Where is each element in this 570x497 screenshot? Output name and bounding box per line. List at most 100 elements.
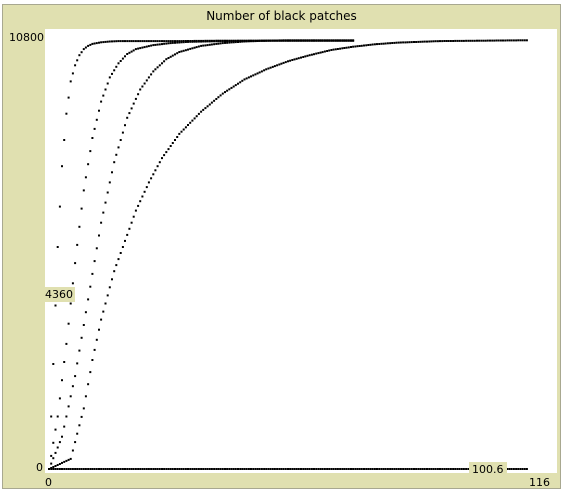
- data-point-s3: [447, 40, 450, 42]
- data-point-s3: [184, 126, 187, 129]
- data-point-s3: [317, 52, 320, 55]
- data-point-s1: [89, 150, 92, 153]
- data-point-s4: [226, 468, 229, 470]
- data-point-s3: [504, 39, 507, 42]
- data-point-s3: [350, 46, 352, 48]
- data-point-s3: [523, 39, 526, 42]
- data-point-s2: [206, 44, 209, 47]
- data-point-s2: [328, 39, 331, 42]
- data-point-s2: [278, 39, 281, 42]
- data-point-s3: [360, 44, 363, 47]
- data-point-s4: [269, 468, 272, 470]
- data-point-s1: [165, 42, 168, 45]
- data-point-s0: [134, 40, 137, 43]
- data-point-s3: [413, 41, 415, 43]
- data-point-s2: [91, 272, 94, 275]
- data-point-s3: [213, 99, 216, 102]
- data-point-s2: [310, 39, 313, 42]
- data-point-s2: [241, 40, 244, 43]
- data-point-s4: [449, 468, 452, 470]
- data-point-s1: [184, 41, 187, 43]
- data-point-s3: [98, 328, 100, 331]
- data-point-s3: [473, 39, 476, 42]
- data-point-s3: [454, 39, 457, 42]
- data-point-s1: [134, 48, 137, 51]
- data-point-s3: [147, 181, 150, 184]
- data-point-s4: [154, 468, 157, 470]
- data-point-s2: [232, 41, 235, 44]
- data-point-s2: [184, 49, 187, 52]
- data-point-s3: [71, 449, 74, 452]
- data-point-s4: [61, 468, 63, 470]
- data-point-s2: [347, 39, 350, 42]
- data-point-s4: [278, 468, 281, 470]
- data-point-s3: [250, 75, 252, 78]
- data-point-s3: [174, 139, 176, 141]
- data-point-s2: [52, 457, 55, 460]
- data-point-s0: [78, 54, 81, 57]
- data-point-s1: [213, 40, 216, 43]
- y-value-readout: 4360: [43, 287, 75, 302]
- chart-title: Number of black patches: [206, 9, 357, 23]
- data-point-s0: [165, 40, 168, 43]
- data-point-s4: [515, 468, 518, 470]
- data-point-s3: [54, 465, 57, 467]
- data-point-s3: [330, 49, 333, 51]
- data-point-s0: [111, 40, 113, 43]
- data-point-s4: [115, 468, 118, 470]
- y-min-tick-label: 0: [36, 461, 43, 474]
- data-point-s0: [113, 40, 116, 43]
- data-point-s2: [321, 39, 324, 42]
- data-point-s4: [415, 468, 418, 470]
- data-point-s3: [484, 39, 487, 42]
- data-point-s3: [267, 67, 270, 70]
- data-point-s4: [224, 468, 226, 470]
- data-point-s2: [108, 181, 111, 184]
- data-point-s1: [171, 41, 174, 44]
- data-point-s3: [304, 55, 307, 58]
- data-point-s1: [91, 137, 94, 139]
- data-point-s2: [352, 39, 355, 42]
- data-point-s4: [219, 468, 222, 470]
- data-point-s0: [132, 40, 135, 43]
- data-point-s2: [100, 221, 103, 224]
- data-point-s0: [76, 59, 79, 62]
- data-point-s2: [139, 88, 142, 91]
- data-point-s4: [217, 468, 220, 470]
- data-point-s1: [197, 40, 200, 43]
- data-point-s4: [141, 468, 144, 470]
- data-point-s3: [363, 44, 365, 47]
- data-point-s2: [252, 40, 255, 43]
- data-point-s1: [176, 41, 179, 44]
- data-point-s2: [280, 39, 283, 42]
- data-point-s4: [128, 468, 131, 470]
- data-point-s3: [486, 39, 489, 42]
- data-point-s0: [130, 40, 133, 43]
- data-point-s3: [315, 52, 318, 55]
- data-point-s1: [54, 428, 57, 431]
- data-point-s1: [111, 72, 113, 75]
- data-point-s4: [295, 468, 298, 470]
- data-point-s0: [128, 40, 131, 43]
- data-point-s2: [230, 41, 233, 44]
- data-point-s3: [432, 40, 435, 43]
- data-point-s3: [145, 186, 148, 189]
- data-point-s2: [145, 79, 148, 82]
- data-point-s0: [52, 363, 55, 365]
- data-point-s3: [239, 81, 242, 84]
- data-point-s4: [287, 468, 289, 470]
- data-point-s4: [313, 468, 315, 470]
- data-point-s3: [76, 432, 79, 435]
- data-point-s3: [480, 39, 483, 42]
- data-point-s1: [195, 40, 198, 43]
- data-point-s1: [163, 42, 166, 45]
- data-point-s3: [215, 98, 218, 100]
- data-point-s3: [256, 72, 259, 75]
- data-point-s2: [95, 247, 98, 250]
- data-point-s3: [167, 148, 170, 151]
- data-point-s4: [228, 468, 231, 470]
- data-point-s4: [58, 468, 61, 470]
- data-point-s4: [69, 468, 72, 470]
- data-point-s3: [69, 457, 72, 460]
- data-point-s0: [167, 40, 170, 43]
